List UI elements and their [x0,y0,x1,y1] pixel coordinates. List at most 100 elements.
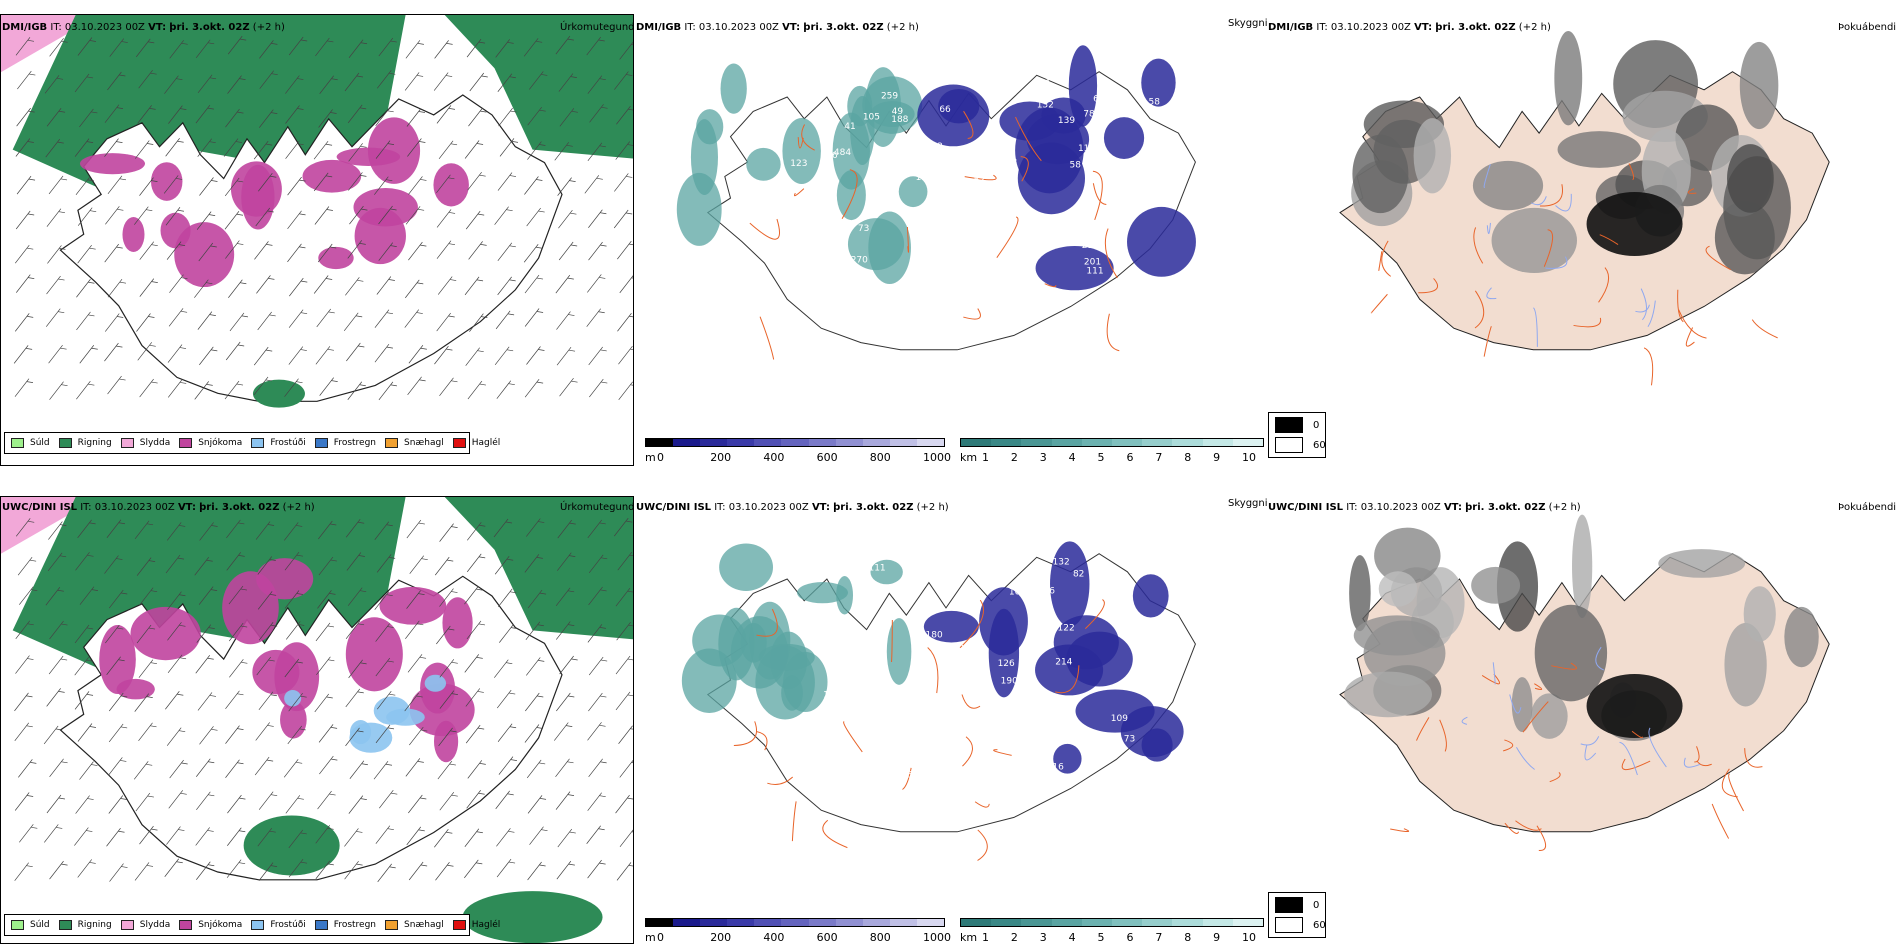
wind-barb [349,760,368,779]
vt-value: þri. 3.okt. 02Z [803,22,884,33]
wind-barb [108,795,127,814]
wind-barb [348,172,367,191]
wind-barb [253,140,273,160]
wind-barb [137,105,156,124]
fog-index-patch [1491,207,1578,274]
wind-barb [285,795,304,814]
fog-title: Þokuábendi [1838,22,1897,33]
ceiling-label: 58 [1006,726,1018,736]
wind-barb [525,692,544,712]
wind-barb [138,722,157,742]
wind-barb [15,274,35,293]
wind-barb [619,828,634,847]
fog-index-patch [1344,671,1432,718]
wind-barb [526,207,545,227]
snow-patch [302,159,362,193]
ceiling-label: 52 [974,175,985,185]
visibility-patch [782,117,821,184]
wind-barb [467,760,486,779]
wind-barb [615,588,634,607]
wind-barb [289,277,308,297]
vt-label: VT: [1443,502,1462,513]
fog-index-patch [1352,134,1409,214]
wind-barb [14,313,34,332]
road-line [1370,293,1388,314]
wind-barb [375,107,394,127]
fog-index-patch [1743,586,1776,642]
wind-barb [378,37,397,57]
ceiling-label: 67 [846,758,857,768]
wind-barb [75,176,95,196]
road-line [1711,803,1730,839]
ceiling-label: 107 [990,199,1007,209]
wind-barb [74,691,94,710]
wind-barb [319,755,338,775]
wind-barb [136,313,155,332]
road-line [1705,245,1731,271]
snow-patch [354,207,406,265]
fog-map-bottom [1268,496,1900,916]
wind-barb [494,659,513,678]
ceiling-patch [1132,574,1169,618]
wind-barb [137,342,156,361]
it-label: IT: [684,22,696,33]
legend-swatch [385,438,399,448]
wind-barb [619,41,634,60]
wind-barb [404,72,424,91]
road-line [1643,347,1654,386]
wind-barb [345,519,365,538]
ceiling-patch [923,610,979,643]
wind-barb [195,104,214,124]
fog-index-patch [1374,527,1441,585]
wind-barb [135,792,154,812]
road-line [756,608,778,637]
precip-title: Úrkomutegund [560,22,635,33]
wind-barb [255,521,275,540]
legend-item: Súld [11,920,50,930]
road-line [797,137,804,149]
ceiling-label: 46 [1004,79,1016,89]
legend-item: Snæhagl [385,920,444,930]
colorbar-segment [1112,439,1143,446]
wind-barb [167,622,186,641]
ceiling-label: 277 [1012,791,1029,801]
road-line [1044,283,1057,288]
wind-barb [284,551,304,571]
wind-barb [345,277,364,296]
wind-barb [133,761,153,780]
ceiling-label: 313 [819,627,836,637]
wind-barb [104,555,123,574]
legend-label: Súld [30,438,50,448]
wind-barb [617,551,634,571]
wind-barb [199,522,218,541]
colorbar-tick-label: 600 [816,931,838,944]
ceiling-label: 60 [943,290,955,300]
road-line [959,599,984,649]
it-value: 03.10.2023 00Z [1330,22,1411,33]
wind-barb [587,792,606,811]
ceiling-label: 165 [823,690,840,700]
colorbar-segment [808,439,836,446]
wind-barb [165,207,185,226]
colorbar-tick-label: 7 [1155,451,1163,464]
fog-index-patch [1353,615,1440,656]
road-line [1020,156,1029,182]
wind-barb [378,242,397,261]
wind-barb [228,585,248,605]
vt-value: þri. 3.okt. 02Z [169,22,250,33]
wind-barb [288,36,308,56]
wind-barb [494,556,514,575]
road-line [1055,665,1080,694]
colorbar-tick-label: 2 [1010,931,1018,944]
wind-barb [317,790,336,810]
wind-barb [466,553,486,573]
river-line [1580,736,1600,746]
road-line [993,749,1012,756]
wind-barb [197,74,217,94]
colorbar-tick-label: 0 [657,451,664,464]
visibility-patch [870,559,903,585]
wind-barb [229,312,249,332]
wind-barb [555,587,575,607]
legend-item: Haglél [452,920,500,930]
ceiling-label: 56 [826,151,838,161]
